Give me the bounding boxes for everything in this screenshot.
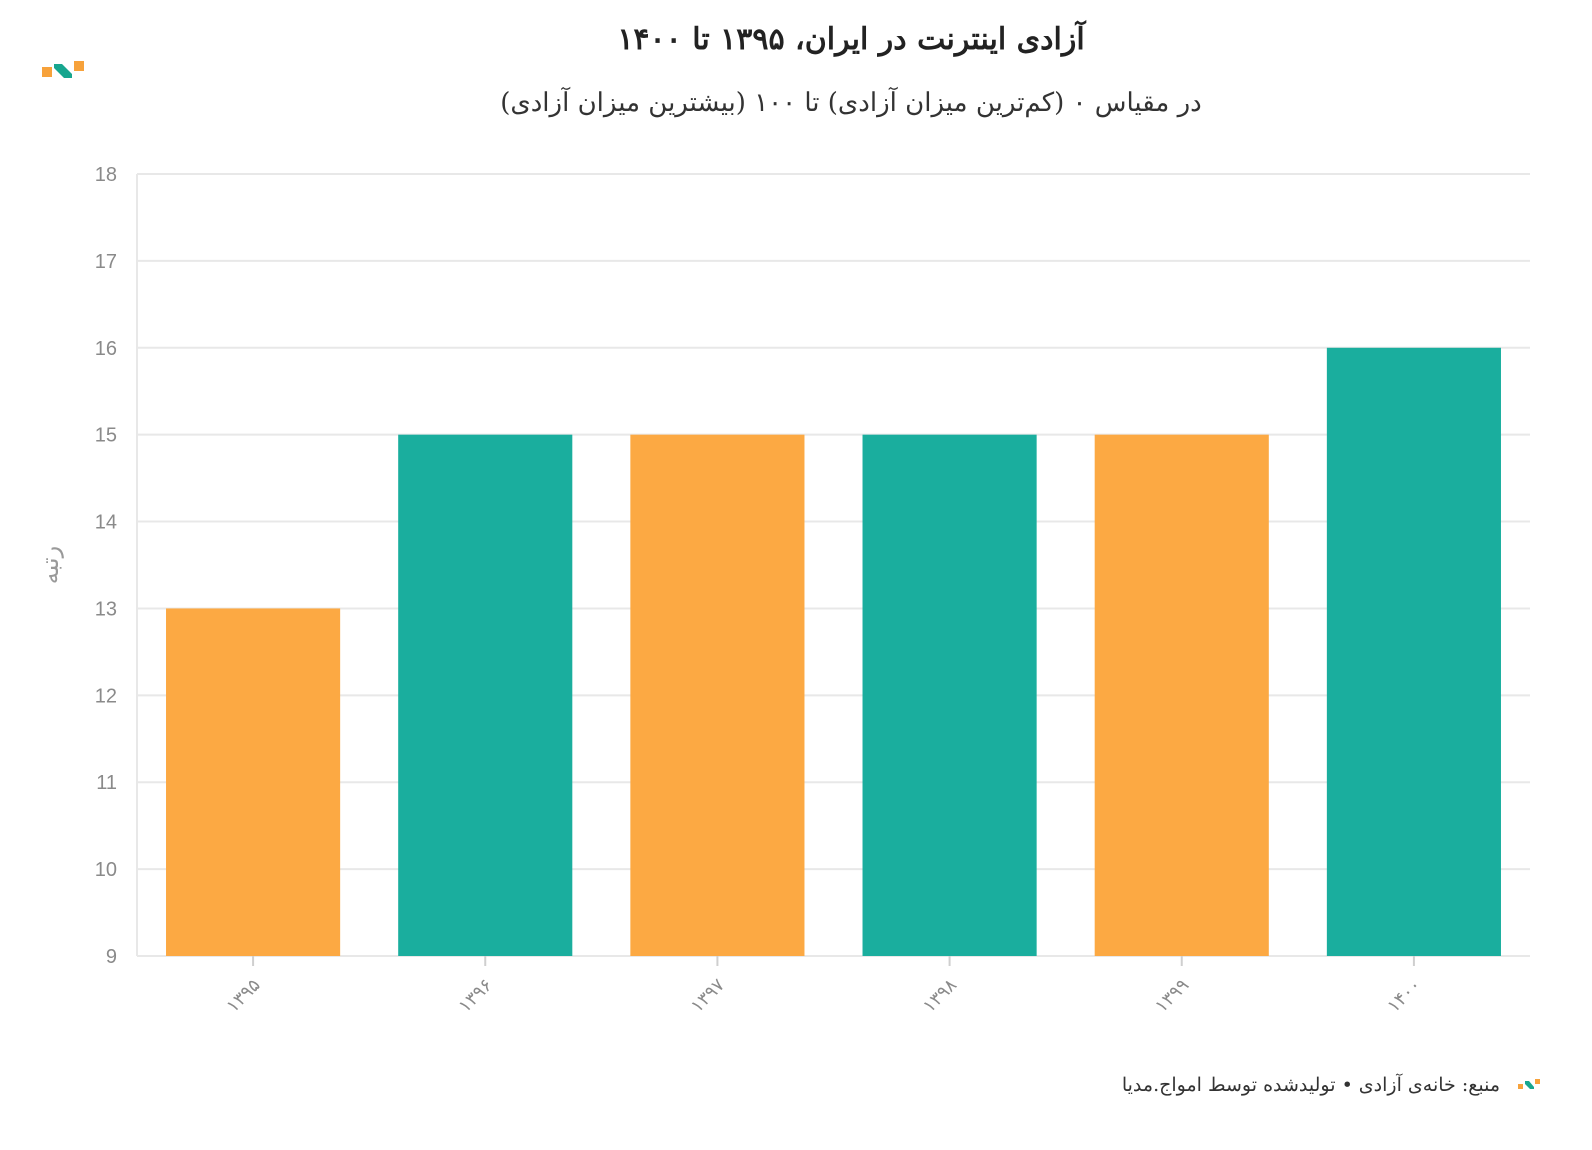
x-tick-label: ۱۳۹۸ xyxy=(919,974,961,1016)
x-tick-label: ۱۳۹۷ xyxy=(687,974,729,1016)
x-tick-label: ۱۴۰۰ xyxy=(1383,975,1425,1017)
y-tick-label: 16 xyxy=(95,338,117,360)
y-axis-label: رتبه xyxy=(36,546,64,584)
source-note: منبع: خانه‌ی آزادی • تولیدشده توسط امواج… xyxy=(1121,1074,1500,1096)
y-tick-label: 10 xyxy=(95,859,117,881)
x-tick-label: ۱۳۹۶ xyxy=(455,975,497,1017)
bar xyxy=(630,434,805,957)
y-tick-label: 17 xyxy=(95,251,117,273)
x-tick-label: ۱۳۹۹ xyxy=(1151,975,1193,1017)
bar xyxy=(166,608,341,956)
y-tick-label: 14 xyxy=(95,512,117,534)
footer-logo-icon xyxy=(1518,1079,1540,1089)
bar xyxy=(1326,347,1501,956)
bar-chart: 9 10 11 12 13 14 15 16 17 18 رتبه ۱۳۹۵ ۱۳۹۶ ۱۳۹۷ ۱۳۹۸ ۱… xyxy=(36,164,1530,1017)
x-tick-label: ۱۳۹۵ xyxy=(222,975,264,1017)
chart-subtitle: در مقیاس ۰ (کم‌ترین میزان آزادی) تا ۱۰۰ … xyxy=(500,88,1202,118)
chart-title: آزادی اینترنت در ایران، ۱۳۹۵ تا ۱۴۰۰ xyxy=(617,22,1085,57)
bar xyxy=(398,434,573,957)
y-tick-label: 12 xyxy=(95,685,117,707)
bar xyxy=(1094,434,1269,957)
logo-icon xyxy=(42,61,84,78)
y-tick-label: 9 xyxy=(106,946,117,968)
y-tick-label: 15 xyxy=(95,425,117,447)
y-tick-label: 11 xyxy=(96,772,117,794)
y-tick-label: 18 xyxy=(95,164,117,186)
bar xyxy=(862,434,1037,957)
y-tick-label: 13 xyxy=(95,598,117,620)
